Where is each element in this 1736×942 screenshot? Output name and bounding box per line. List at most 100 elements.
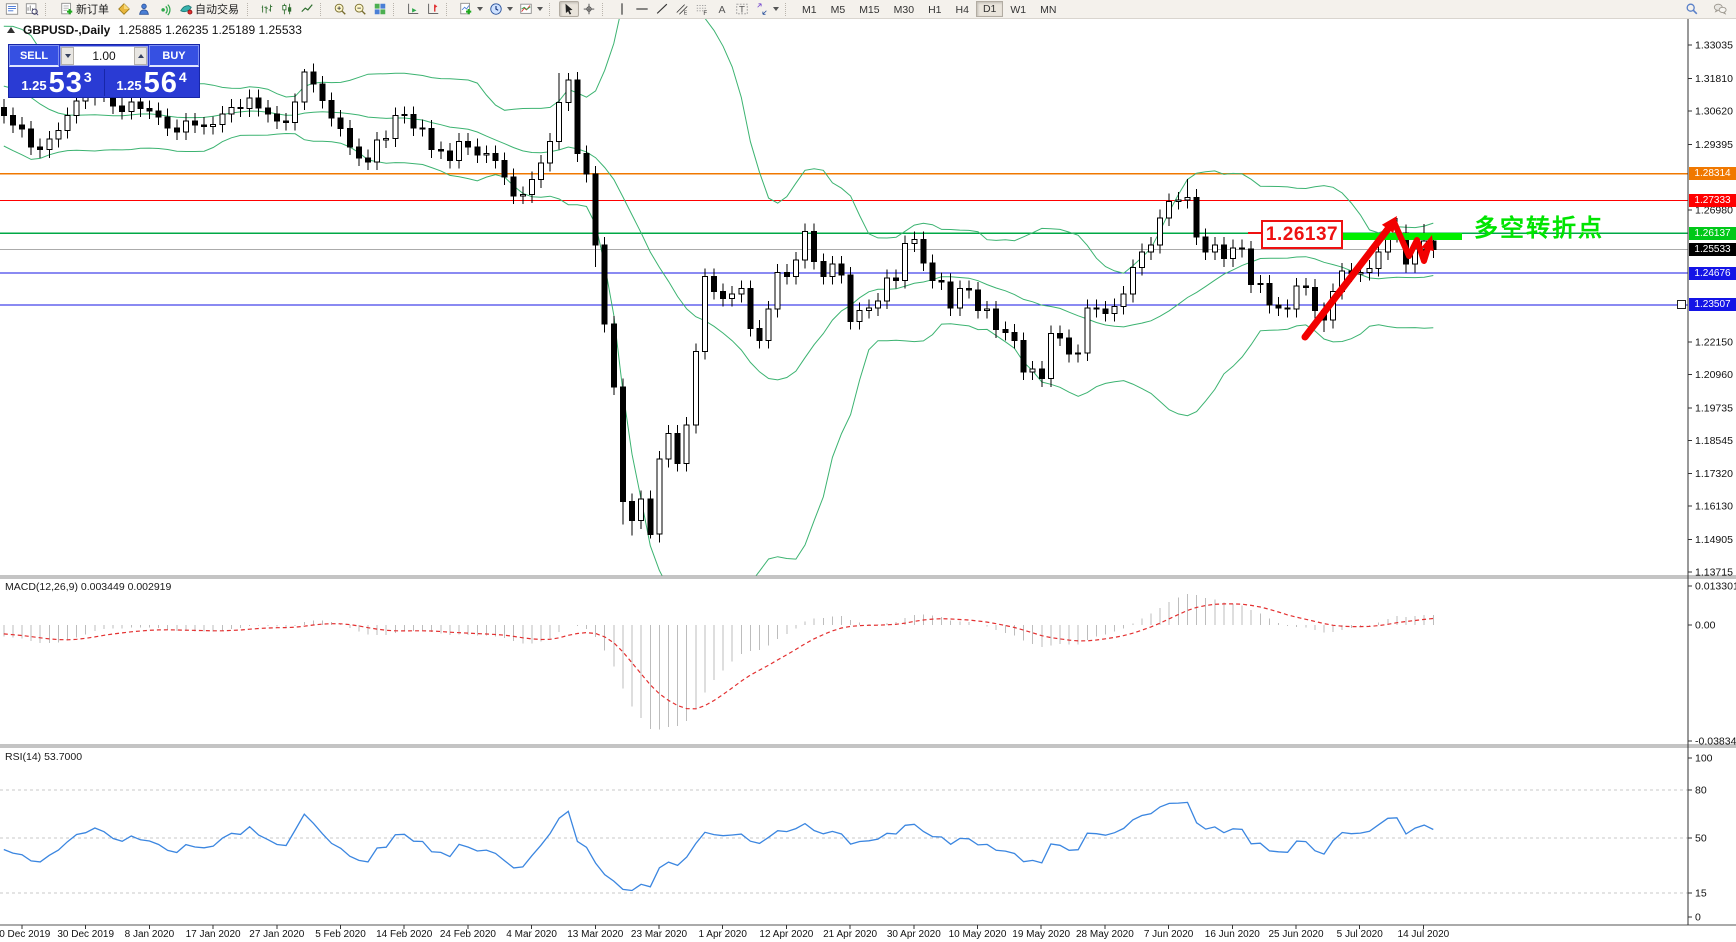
text-icon[interactable]: A — [712, 1, 732, 17]
price-divider — [104, 69, 105, 96]
date-axis-label: 24 Feb 2020 — [440, 929, 497, 940]
date-axis-label: 14 Feb 2020 — [376, 929, 433, 940]
market-watch-icon[interactable] — [2, 1, 22, 17]
one-click-trading-panel: SELL BUY 1.25 53 3 1.25 56 4 — [8, 44, 200, 98]
volume-input[interactable] — [74, 47, 134, 65]
toolbar-separator — [446, 2, 451, 16]
buy-price-prefix: 1.25 — [116, 78, 142, 93]
timeframe-M15[interactable]: M15 — [859, 4, 880, 16]
price-axis-label: 1.16130 — [1695, 501, 1733, 513]
svg-text:F: F — [703, 10, 707, 16]
price-axis-label: 1.29395 — [1695, 139, 1733, 151]
auto-scroll-icon[interactable] — [403, 1, 423, 17]
date-axis-label: 30 Dec 2019 — [57, 929, 114, 940]
price-level-flag[interactable]: 1.26137 — [1261, 220, 1343, 249]
sell-price[interactable]: 1.25 53 3 — [9, 67, 104, 98]
rsi-axis-label: 50 — [1695, 833, 1707, 845]
annotation-note[interactable]: 多空转折点 — [1474, 215, 1604, 242]
timeframe-W1[interactable]: W1 — [1010, 4, 1027, 16]
search-icon[interactable] — [1682, 1, 1702, 17]
date-axis-label: 13 Mar 2020 — [567, 929, 624, 940]
timeframe-MN[interactable]: MN — [1040, 4, 1057, 16]
trade-prices-row: 1.25 53 3 1.25 56 4 — [9, 67, 199, 98]
autotrading-button[interactable]: 自动交易 — [174, 1, 244, 17]
tile-windows-icon[interactable] — [370, 1, 390, 17]
trendline-icon[interactable] — [652, 1, 672, 17]
sell-price-pip: 3 — [83, 69, 92, 85]
rsi-axis-label: 0 — [1695, 912, 1701, 924]
cursor-icon[interactable] — [559, 1, 579, 17]
zoom-in-icon[interactable] — [330, 1, 350, 17]
macd-axis-label: 0.013301 — [1695, 581, 1736, 593]
macd-pane — [3, 594, 1434, 730]
date-axis-label: 20 Dec 2019 — [0, 929, 51, 940]
collapse-panel-icon[interactable] — [7, 27, 15, 33]
price-axis-label: 1.19735 — [1695, 402, 1733, 414]
line-chart-icon[interactable] — [297, 1, 317, 17]
buy-button[interactable]: BUY — [149, 45, 199, 67]
timeframe-H4[interactable]: H4 — [955, 4, 969, 16]
fibonacci-icon[interactable]: F — [692, 1, 712, 17]
rsi-pane — [0, 789, 1688, 894]
data-window-icon[interactable] — [22, 1, 42, 17]
indicators-button[interactable] — [456, 1, 486, 17]
date-axis-label: 21 Apr 2020 — [823, 929, 877, 940]
date-axis-label: 16 Jun 2020 — [1205, 929, 1260, 940]
rsi-indicator-label: RSI(14) 53.7000 — [5, 751, 83, 763]
templates-caret-icon — [537, 7, 543, 11]
date-axis-label: 1 Apr 2020 — [699, 929, 748, 940]
hline-selection-handle[interactable] — [1677, 300, 1686, 309]
volume-increase-button[interactable] — [134, 47, 147, 65]
community-chat-icon[interactable] — [1710, 1, 1730, 17]
price-axis-label: 1.30620 — [1695, 105, 1733, 117]
toolbar-separator — [785, 2, 790, 16]
sell-button[interactable]: SELL — [9, 45, 59, 67]
timeframe-M30[interactable]: M30 — [893, 4, 915, 16]
zoom-out-icon[interactable] — [350, 1, 370, 17]
volume-decrease-button[interactable] — [61, 47, 74, 65]
ohlc-values: 1.25885 1.26235 1.25189 1.25533 — [118, 23, 302, 37]
metaeditor-icon[interactable] — [114, 1, 134, 17]
date-axis-label: 25 Jun 2020 — [1268, 929, 1323, 940]
horizontal-line-icon[interactable] — [632, 1, 652, 17]
timeframe-M5[interactable]: M5 — [830, 4, 846, 16]
price-axis-label: 1.17320 — [1695, 468, 1733, 480]
toolbar-right — [1682, 1, 1736, 17]
candlestick-series — [0, 63, 1437, 543]
chart-shift-icon[interactable] — [423, 1, 443, 17]
timeframe-M1[interactable]: M1 — [802, 4, 817, 16]
macd-indicator-label: MACD(12,26,9) 0.003449 0.002919 — [5, 581, 172, 593]
rsi-axis-labels: 100 80 50 15 0 — [1688, 753, 1713, 924]
candlestick-icon[interactable] — [277, 1, 297, 17]
arrows-caret-icon — [773, 7, 779, 11]
equidistant-channel-icon[interactable]: E — [672, 1, 692, 17]
price-axis-label: 1.31810 — [1695, 73, 1733, 85]
volume-stepper — [60, 46, 148, 66]
up-arrow-icon — [137, 54, 144, 58]
vertical-line-icon[interactable] — [612, 1, 632, 17]
timeframe-H1[interactable]: H1 — [928, 4, 942, 16]
date-axis-label: 30 Apr 2020 — [887, 929, 941, 940]
toolbar: 新订单 自动交易 — [0, 0, 1736, 19]
new-order-button[interactable]: 新订单 — [55, 1, 114, 17]
templates-button[interactable] — [516, 1, 546, 17]
price-badge: 1.26137 — [1689, 227, 1736, 240]
periods-button[interactable] — [486, 1, 516, 17]
timeframe-D1[interactable]: D1 — [975, 1, 1004, 17]
arrows-button[interactable] — [752, 1, 782, 17]
toolbar-separator — [247, 2, 252, 16]
new-order-label: 新订单 — [76, 4, 109, 16]
date-axis-label: 5 Feb 2020 — [315, 929, 366, 940]
bar-chart-icon[interactable] — [257, 1, 277, 17]
options-icon[interactable] — [134, 1, 154, 17]
alerts-icon[interactable] — [154, 1, 174, 17]
crosshair-icon[interactable] — [579, 1, 599, 17]
bollinger-bands — [3, 18, 1434, 576]
toolbar-separator — [320, 2, 325, 16]
date-axis-label: 28 May 2020 — [1076, 929, 1134, 940]
buy-price[interactable]: 1.25 56 4 — [104, 67, 199, 98]
toolbar-separator — [602, 2, 607, 16]
trend-arrow — [1301, 221, 1395, 341]
text-label-icon[interactable]: T — [732, 1, 752, 17]
